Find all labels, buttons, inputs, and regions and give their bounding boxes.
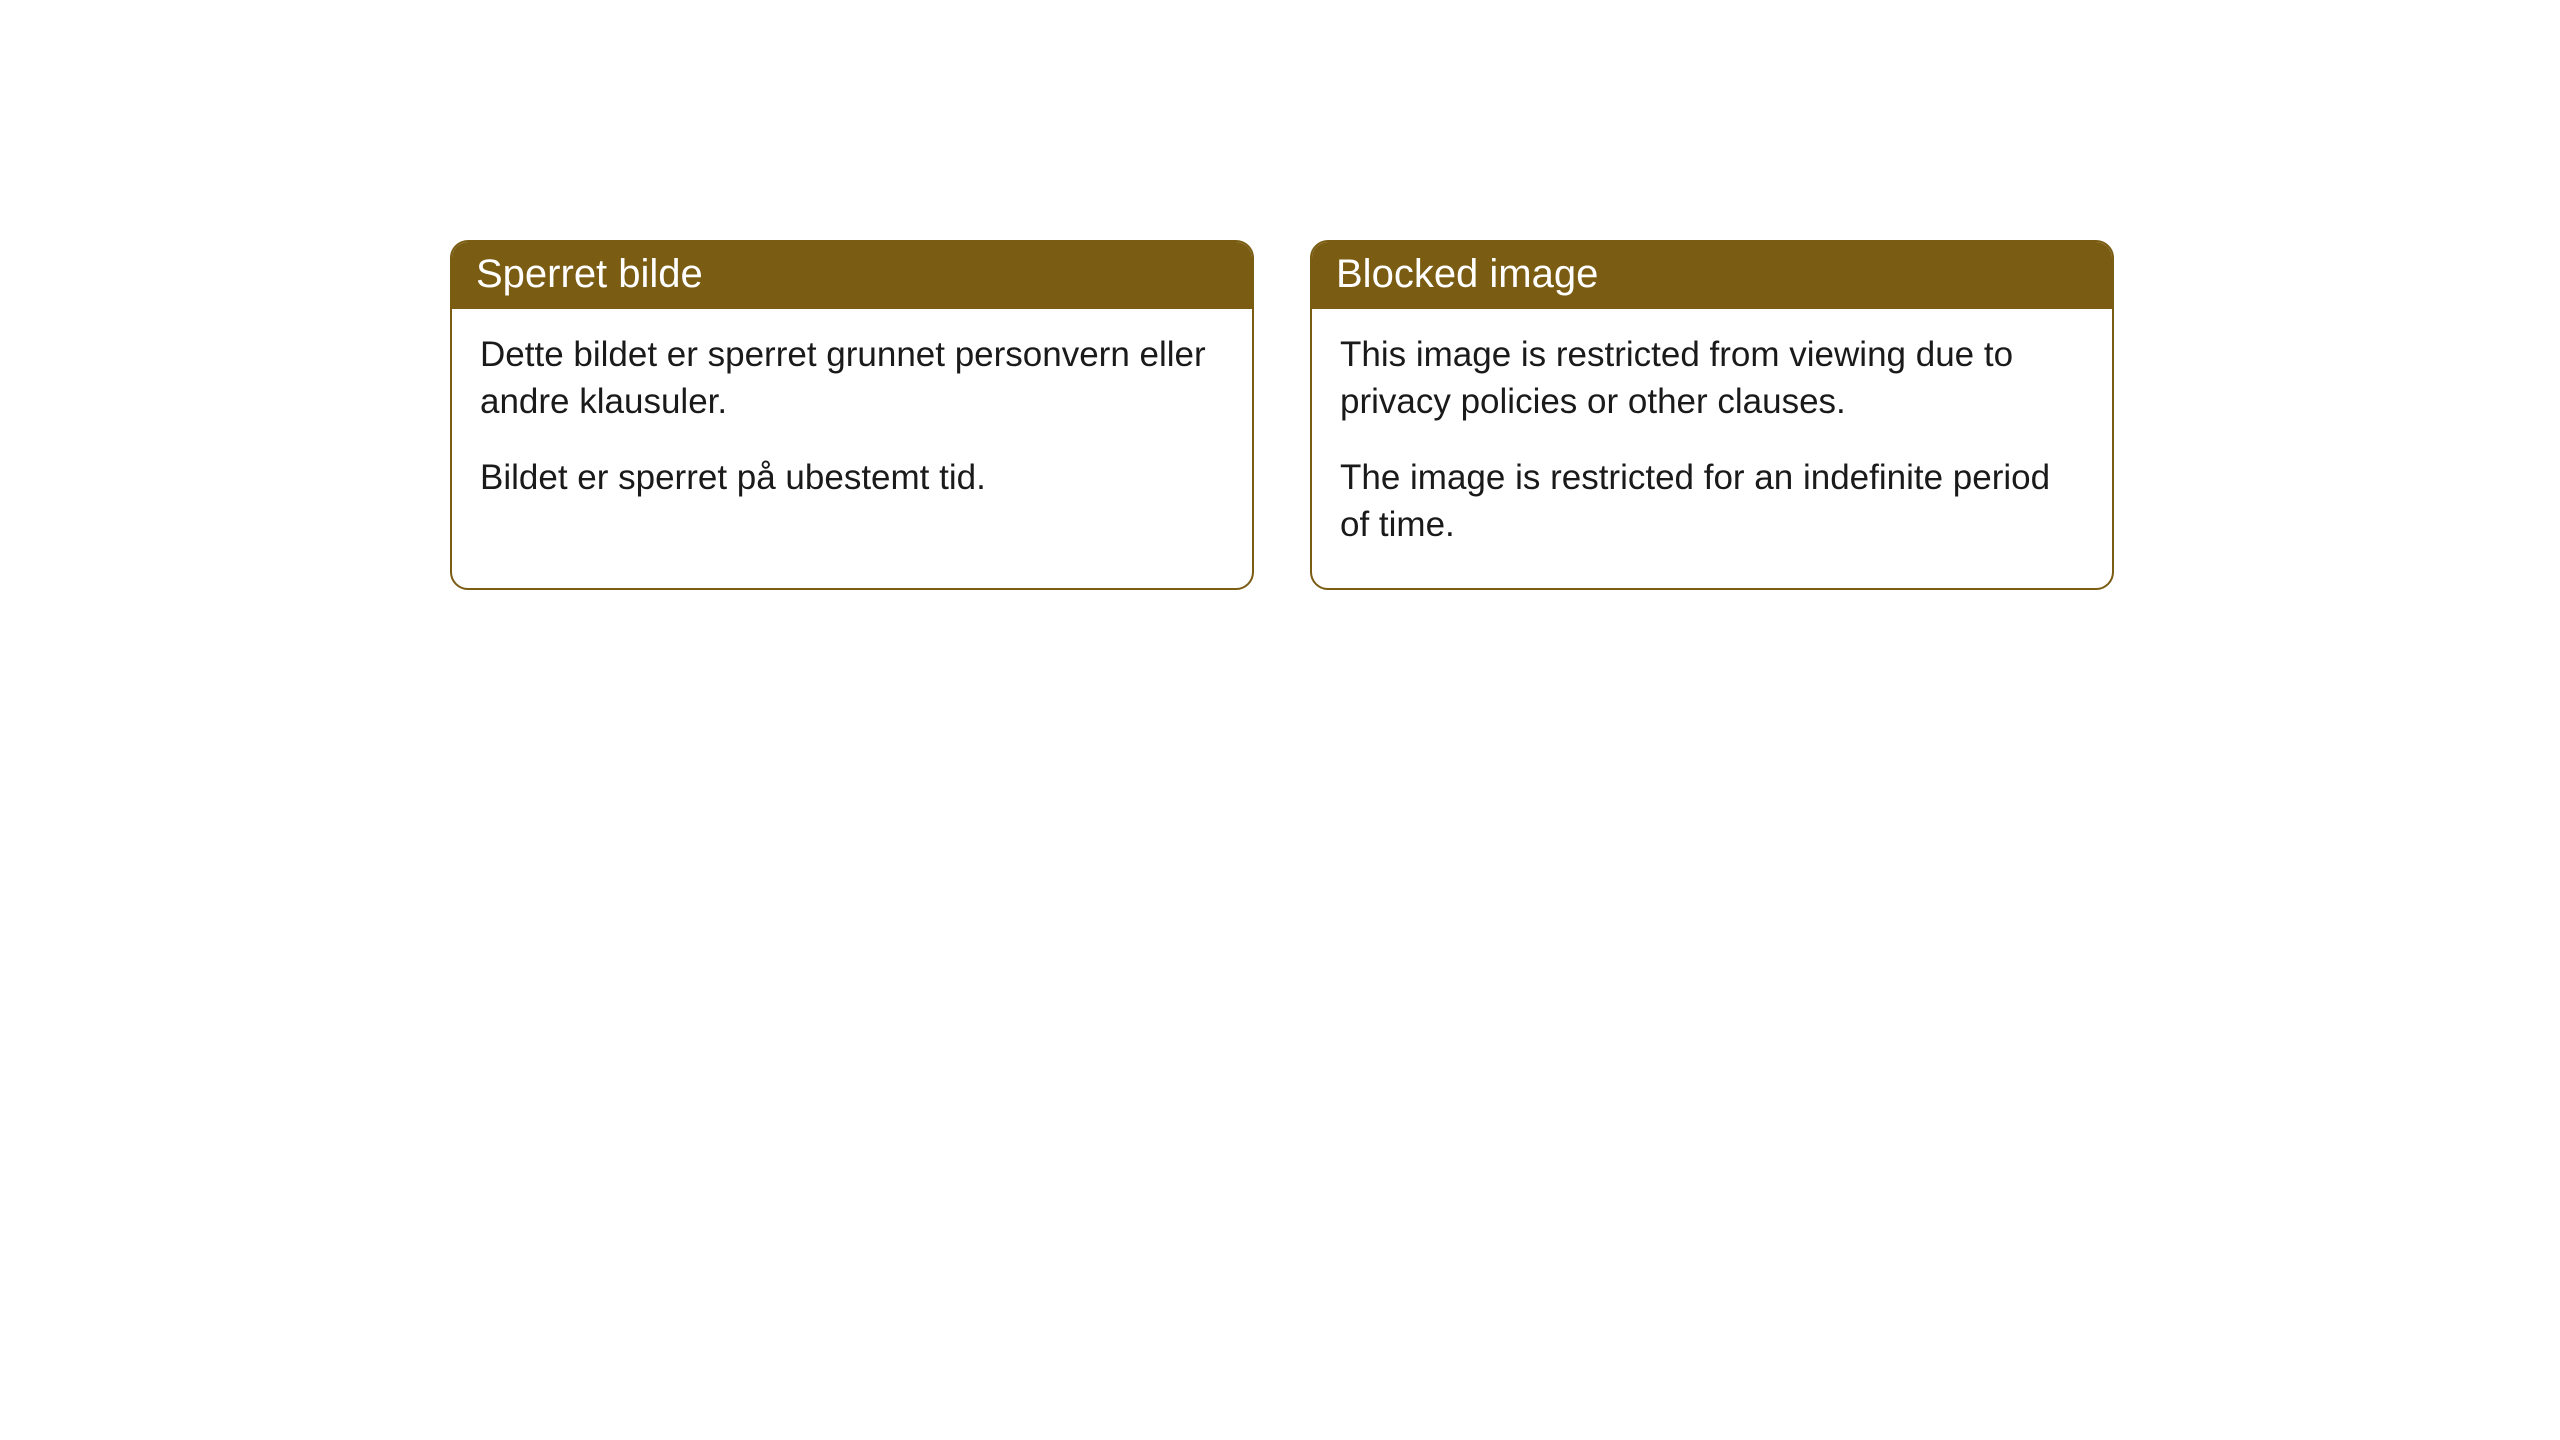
- notice-card-english: Blocked image This image is restricted f…: [1310, 240, 2114, 590]
- card-paragraph: Dette bildet er sperret grunnet personve…: [480, 331, 1224, 426]
- card-paragraph: The image is restricted for an indefinit…: [1340, 454, 2084, 549]
- card-header: Sperret bilde: [452, 242, 1252, 309]
- card-header: Blocked image: [1312, 242, 2112, 309]
- notice-card-norwegian: Sperret bilde Dette bildet er sperret gr…: [450, 240, 1254, 590]
- card-title: Sperret bilde: [476, 252, 703, 296]
- notice-cards-container: Sperret bilde Dette bildet er sperret gr…: [450, 240, 2560, 590]
- card-body: Dette bildet er sperret grunnet personve…: [452, 309, 1252, 541]
- card-body: This image is restricted from viewing du…: [1312, 309, 2112, 588]
- card-paragraph: Bildet er sperret på ubestemt tid.: [480, 454, 1224, 501]
- card-paragraph: This image is restricted from viewing du…: [1340, 331, 2084, 426]
- card-title: Blocked image: [1336, 252, 1598, 296]
